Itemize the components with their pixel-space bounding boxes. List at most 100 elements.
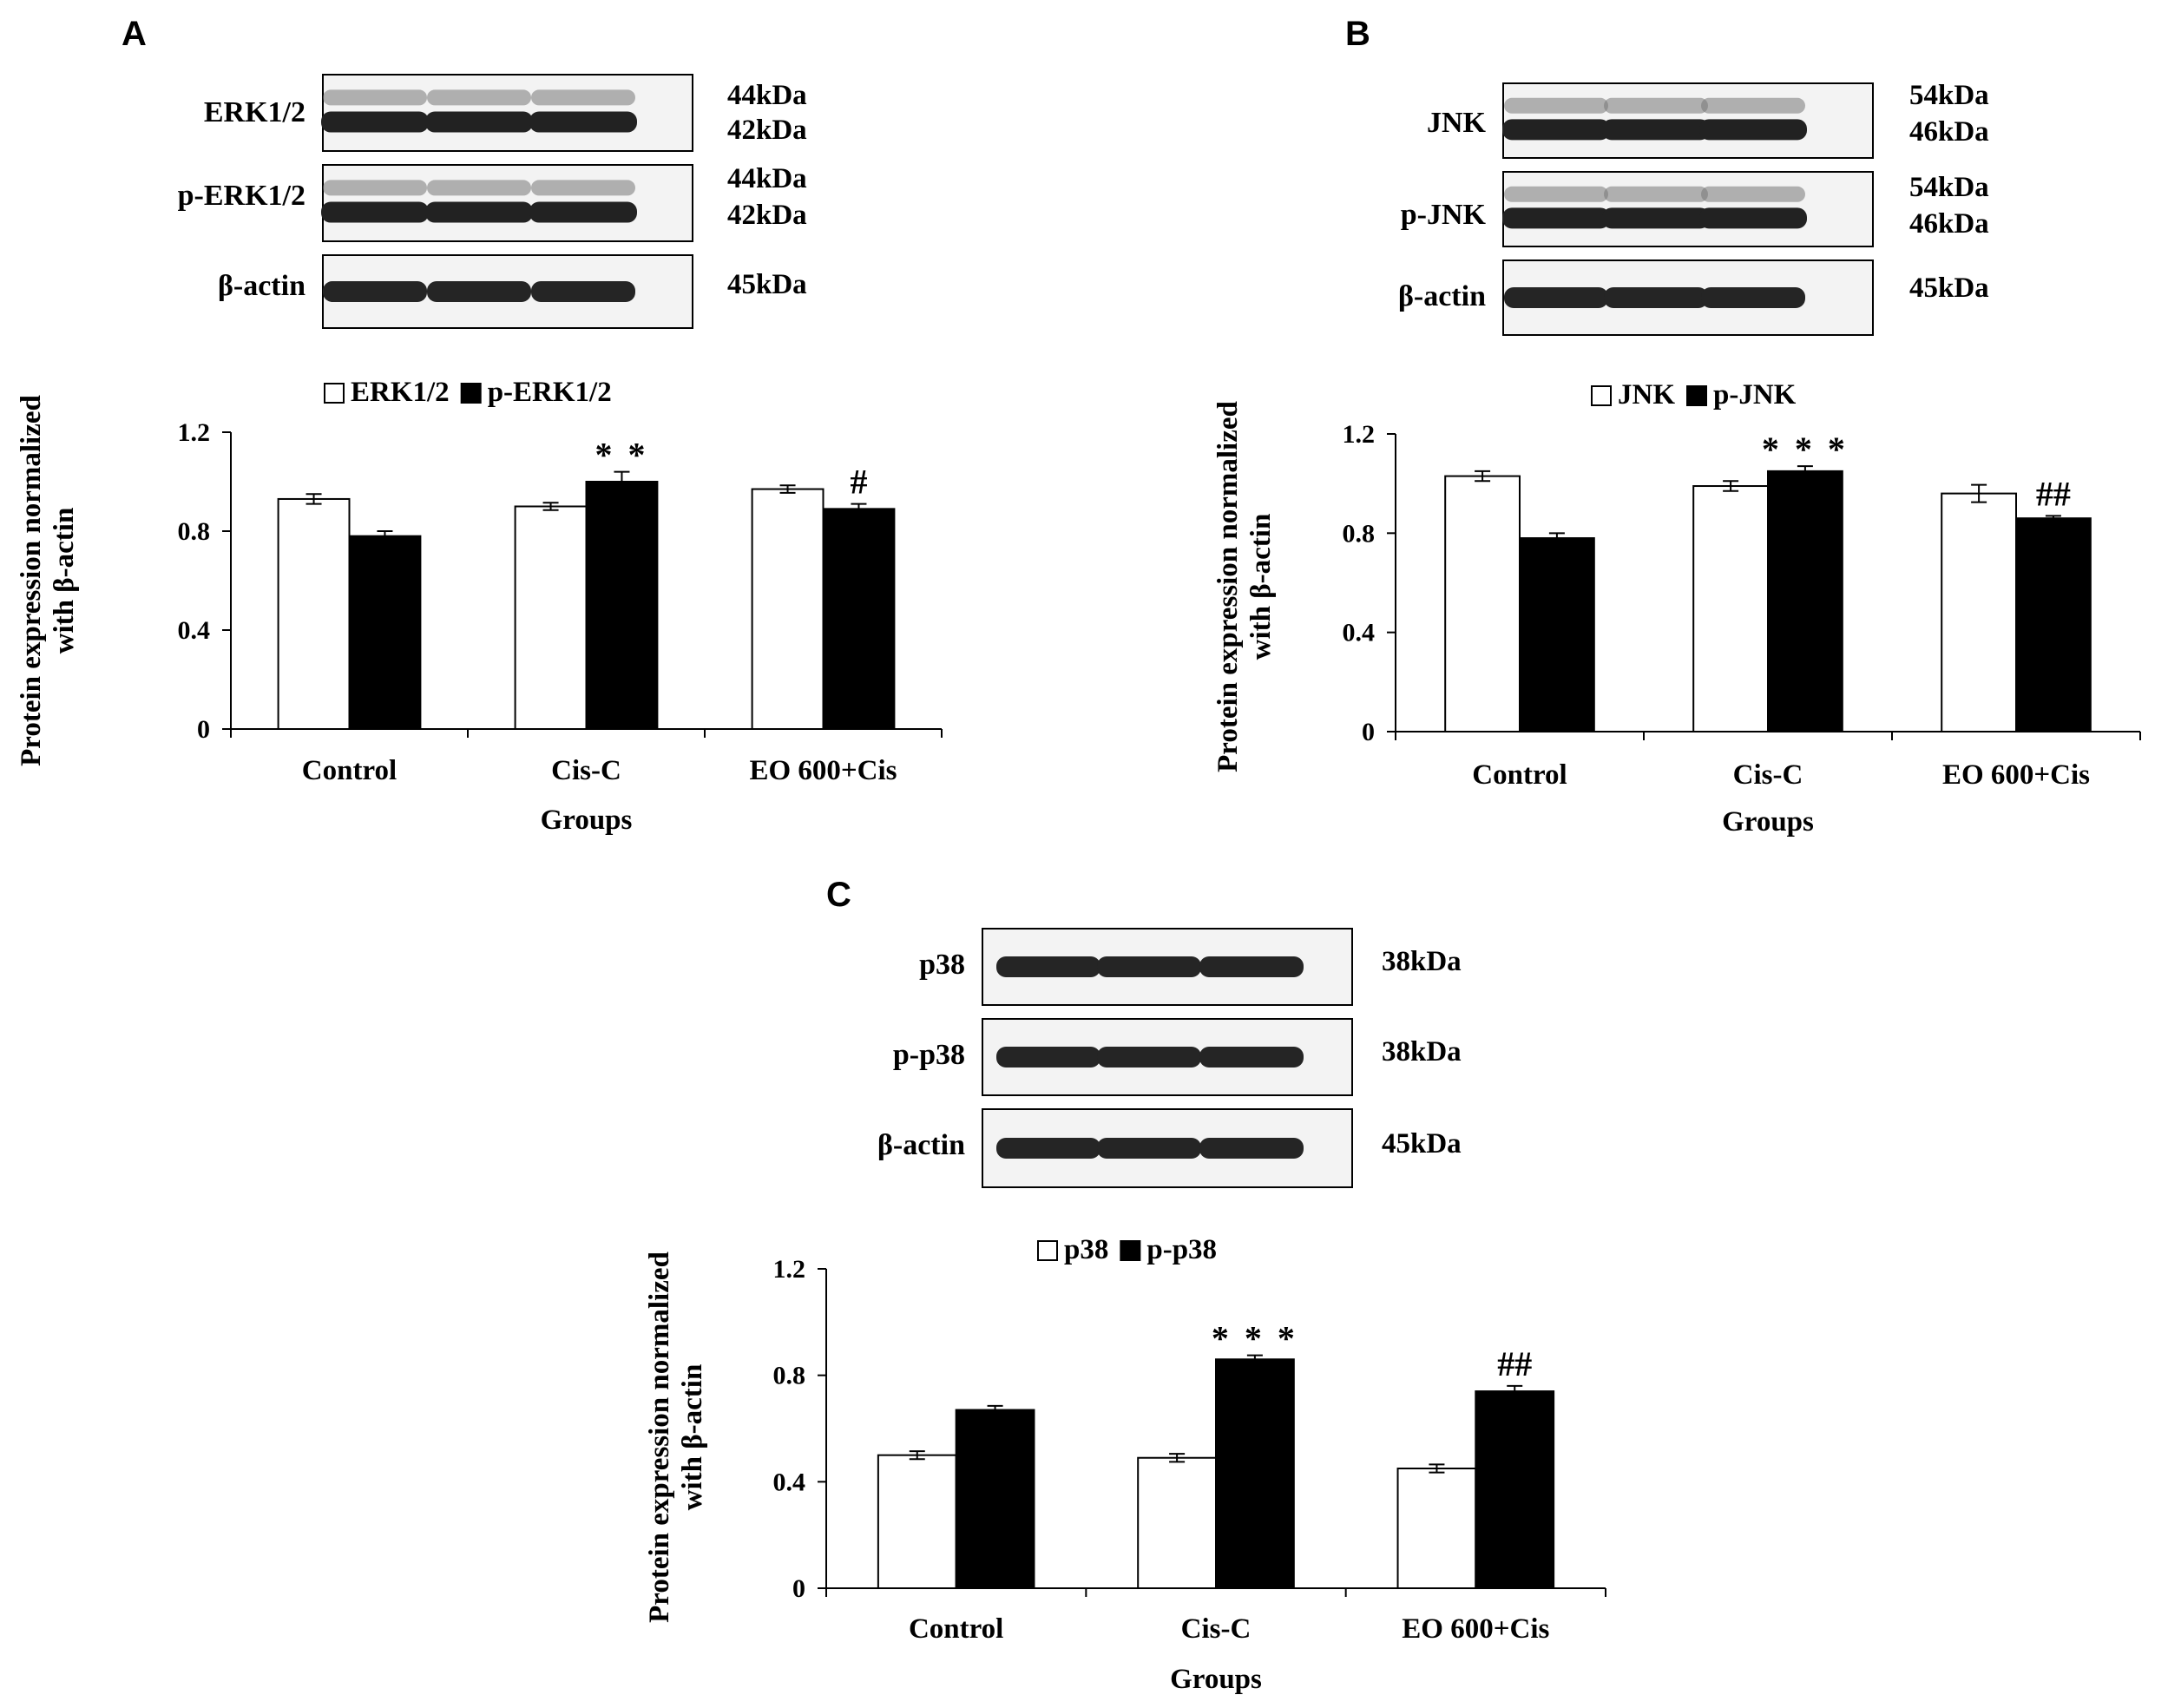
molecular-weight-label: 46kDa: [1909, 116, 1989, 148]
blot-p-p38: p-p38 38kDa: [893, 1018, 1462, 1096]
bar-p38: [1396, 1468, 1477, 1589]
blot-band: [529, 111, 637, 133]
molecular-weight-label: 54kDa: [1909, 80, 1989, 111]
blot-band: [1602, 119, 1710, 141]
blot-label: p-JNK: [1401, 199, 1487, 231]
blot-label: β-actin: [1398, 280, 1486, 312]
molecular-weight-label: 54kDa: [1909, 172, 1989, 203]
molecular-weight-label: 46kDa: [1909, 208, 1989, 240]
legend-swatch: [1120, 1240, 1141, 1261]
bar-chart: 0 0.4 0.8 1.2 Control Cis-C * * * EO 600+Cis ## p…: [644, 1234, 1606, 1695]
molecular-weight-label: 44kDa: [727, 163, 807, 194]
bar-jnk: [1444, 475, 1521, 732]
x-category-label: Control: [909, 1613, 1003, 1645]
blot-band: [425, 111, 533, 133]
legend-label: p-p38: [1146, 1234, 1217, 1265]
y-tick-label: 0: [197, 715, 210, 744]
blot-band: [1604, 97, 1708, 114]
y-axis-label-line: Protein expression normalized: [644, 1251, 675, 1623]
blot-band: [425, 201, 533, 223]
blot-p38: p38 38kDa: [919, 928, 1462, 1006]
x-category-label: Control: [302, 755, 397, 786]
bar-p-erk1-2: [585, 481, 659, 730]
blot-band: [427, 281, 531, 302]
bar-p-jnk: [2015, 517, 2092, 733]
bar-jnk: [1692, 485, 1769, 733]
molecular-weight-label: 45kDa: [1382, 1128, 1462, 1159]
y-tick-label: 0.8: [178, 517, 211, 546]
blot-band: [1199, 1047, 1304, 1068]
blot-band: [323, 180, 427, 196]
bar-p-erk1-2: [348, 535, 422, 731]
blot--actin: β-actin 45kDa: [1398, 259, 1989, 336]
bar-p-erk1-2: [822, 508, 896, 730]
x-axis-title: Groups: [541, 805, 633, 836]
blot-band: [1604, 186, 1708, 202]
y-tick-label: 1.2: [1343, 420, 1376, 449]
y-tick-label: 0.8: [1343, 519, 1376, 548]
blot-band: [1097, 1047, 1201, 1068]
y-axis-label: Protein expression normalized with β-acti…: [16, 395, 80, 766]
blot-label: p-ERK1/2: [178, 180, 305, 212]
chart-legend: p38 p-p38: [1037, 1234, 1217, 1265]
blot-band: [1699, 119, 1807, 141]
y-tick-label: 0.4: [1343, 619, 1376, 647]
y-tick-label: 1.2: [773, 1255, 806, 1284]
molecular-weight-label: 38kDa: [1382, 1036, 1462, 1068]
blot-p-jnk: p-JNK 54kDa 46kDa: [1401, 171, 1989, 247]
x-category-label: EO 600+Cis: [749, 755, 897, 786]
legend-label: ERK1/2: [351, 377, 450, 408]
molecular-weight-label: 38kDa: [1382, 946, 1462, 977]
blot-band: [323, 281, 427, 302]
bar-erk1-2: [751, 488, 824, 730]
bar-p-p38: [1215, 1358, 1295, 1590]
blot-band: [1097, 956, 1201, 977]
legend-swatch: [1037, 1240, 1058, 1261]
significance-marker: ##: [2036, 474, 2071, 513]
legend-label: p-ERK1/2: [488, 377, 612, 408]
molecular-weight-label: 45kDa: [727, 269, 807, 300]
molecular-weight-label: 44kDa: [727, 80, 807, 111]
panel-letter: B: [1345, 15, 1370, 53]
y-axis-label-line: Protein expression normalized: [1212, 401, 1244, 772]
blot-band: [996, 1047, 1100, 1068]
y-tick-label: 1.2: [178, 418, 211, 447]
y-tick-label: 0.4: [773, 1468, 806, 1496]
blot-band: [996, 956, 1100, 977]
bar-chart: 0 0.4 0.8 1.2 Control Cis-C * * EO 600+Cis # ERK1…: [16, 377, 943, 836]
blot-band: [1701, 287, 1805, 308]
blot-band: [321, 111, 429, 133]
legend-label: p38: [1064, 1234, 1108, 1265]
blot-band: [1097, 1138, 1201, 1159]
molecular-weight-label: 42kDa: [727, 200, 807, 231]
panel-B: B JNK 54kDa 46kDa p-JNK 54kDa 46kDa β-actin 45kD…: [1212, 15, 2141, 838]
blot-label: p-p38: [893, 1039, 965, 1071]
bar-p-jnk: [1767, 470, 1843, 732]
panel-A: A ERK1/2 44kDa 42kDa p-ERK1/2 44kDa 42kDa β-act…: [16, 15, 943, 836]
molecular-weight-label: 45kDa: [1909, 273, 1989, 304]
blot-band: [531, 281, 635, 302]
bar-p-p38: [1475, 1390, 1555, 1589]
bar-erk1-2: [277, 497, 351, 730]
bar-chart: 0 0.4 0.8 1.2 Control Cis-C * * * EO 600+Cis ## J…: [1212, 379, 2141, 838]
x-category-label: Cis-C: [1733, 759, 1803, 791]
blot-band: [529, 201, 637, 223]
blot-erk1-2: ERK1/2 44kDa 42kDa: [204, 74, 807, 152]
blot-band: [1199, 956, 1304, 977]
blot-jnk: JNK 54kDa 46kDa: [1427, 80, 1989, 159]
significance-marker: ##: [1497, 1344, 1532, 1383]
panel-letter: C: [826, 876, 851, 914]
blot-band: [996, 1138, 1100, 1159]
x-category-label: Cis-C: [1181, 1613, 1252, 1645]
blot-band: [1701, 186, 1805, 202]
legend-swatch: [324, 383, 345, 404]
significance-marker: * * *: [1212, 1319, 1298, 1358]
blot-band: [531, 89, 635, 106]
y-axis-label: Protein expression normalized with β-acti…: [1212, 401, 1277, 772]
legend-label: JNK: [1618, 379, 1675, 411]
blot-p-erk1-2: p-ERK1/2 44kDa 42kDa: [178, 163, 807, 242]
blot-band: [1502, 207, 1610, 229]
legend-label: p-JNK: [1713, 379, 1797, 411]
blot-band: [1504, 186, 1608, 202]
